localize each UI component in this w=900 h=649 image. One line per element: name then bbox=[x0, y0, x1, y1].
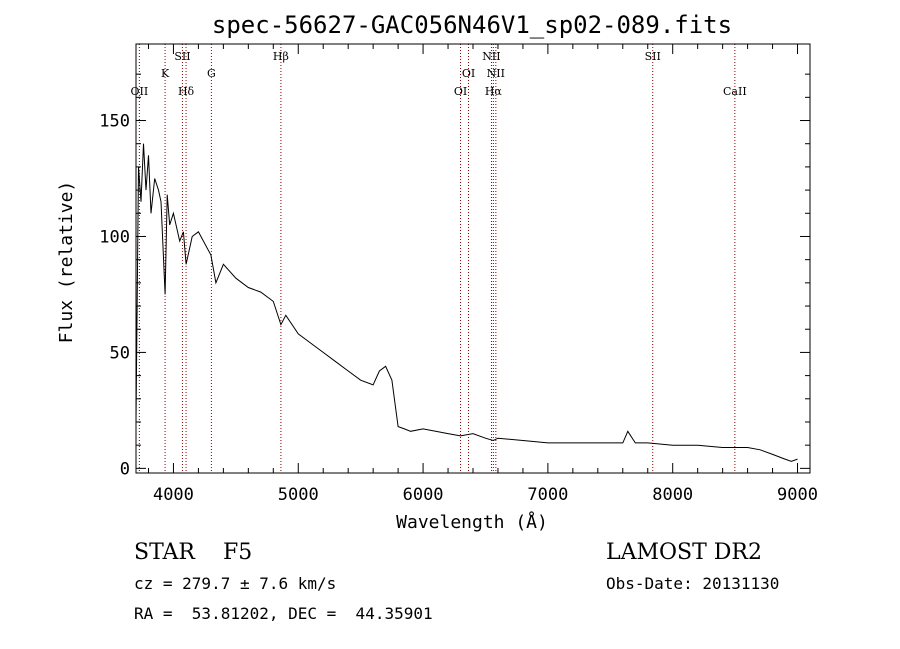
y-tick-label: 150 bbox=[99, 112, 130, 132]
y-axis-label: Flux (relative) bbox=[56, 181, 77, 344]
x-tick-label: 6000 bbox=[403, 485, 444, 505]
coords-text: RA = 53.81202, DEC = 44.35901 bbox=[134, 604, 433, 623]
line-marker-label: Hδ bbox=[178, 85, 195, 98]
redshift-text: cz = 279.7 ± 7.6 km/s bbox=[134, 574, 337, 593]
y-tick-label: 100 bbox=[99, 227, 130, 247]
line-marker-label: K bbox=[161, 67, 170, 80]
line-marker-label: NII bbox=[487, 67, 505, 80]
y-tick-label: 0 bbox=[120, 459, 130, 479]
line-marker-label: G bbox=[207, 67, 216, 80]
x-tick-label: 9000 bbox=[777, 485, 818, 505]
x-tick-label: 4000 bbox=[153, 485, 194, 505]
line-marker-label: SII bbox=[645, 50, 661, 63]
x-tick-label: 5000 bbox=[278, 485, 319, 505]
line-marker-label: Hα bbox=[485, 85, 503, 98]
object-class: STAR F5 bbox=[134, 540, 253, 565]
line-marker-label: CaII bbox=[723, 85, 747, 98]
x-tick-label: 8000 bbox=[652, 485, 693, 505]
line-marker-label: OII bbox=[131, 85, 149, 98]
y-tick-label: 50 bbox=[110, 343, 130, 363]
spectrum-line bbox=[135, 143, 798, 462]
chart-title: spec-56627-GAC056N46V1_sp02-089.fits bbox=[212, 11, 732, 39]
line-marker-label: OI bbox=[454, 85, 467, 98]
survey-name: LAMOST DR2 bbox=[606, 540, 762, 565]
plot-frame bbox=[135, 43, 811, 474]
line-marker-label: NII bbox=[482, 50, 500, 63]
x-tick-label: 7000 bbox=[527, 485, 568, 505]
line-marker-label: Hβ bbox=[273, 50, 289, 63]
line-marker-label: OI bbox=[462, 67, 475, 80]
obs-date-text: Obs-Date: 20131130 bbox=[606, 574, 780, 593]
x-axis-label: Wavelength (Å) bbox=[396, 511, 548, 533]
line-marker-label: SII bbox=[174, 50, 190, 63]
